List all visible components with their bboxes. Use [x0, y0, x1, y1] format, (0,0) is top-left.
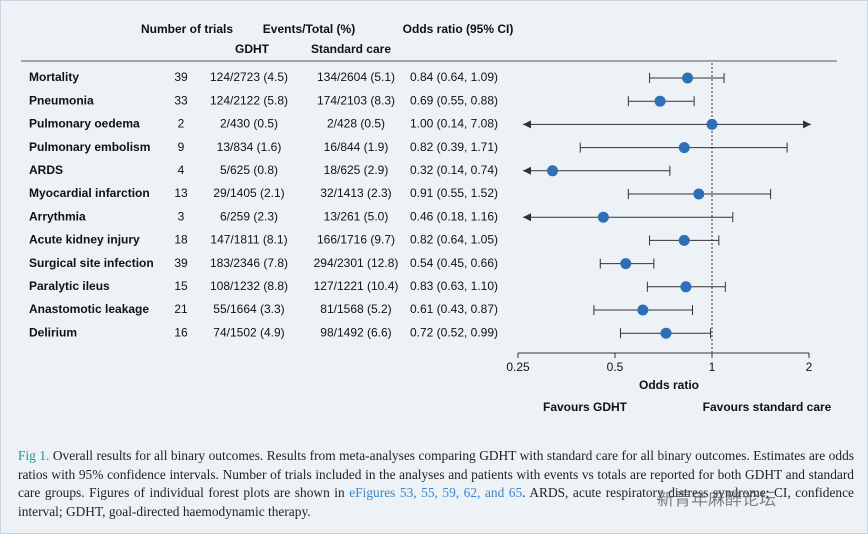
- row-label: Arrythmia: [29, 209, 86, 223]
- row-label: Delirium: [29, 325, 77, 339]
- x-tick-label: 0.5: [607, 360, 624, 374]
- gdht-events: 124/2122 (5.8): [210, 93, 288, 107]
- odds-ratio-label: 0.61 (0.43, 0.87): [410, 302, 498, 316]
- standard-care-events: 13/261 (5.0): [324, 209, 389, 223]
- point-estimate: [693, 188, 705, 200]
- point-estimate: [682, 72, 694, 84]
- trials: 21: [174, 302, 188, 316]
- standard-care-events: 2/428 (0.5): [327, 117, 385, 131]
- gdht-events: 55/1664 (3.3): [213, 302, 284, 316]
- group-header: Standard care: [311, 42, 391, 56]
- point-estimate: [660, 327, 672, 339]
- point-estimate: [706, 118, 718, 130]
- favours-right: Favours standard care: [703, 400, 832, 414]
- row-label: Pulmonary embolism: [29, 140, 150, 154]
- point-estimate: [678, 234, 690, 246]
- point-estimate: [678, 142, 690, 154]
- trials: 15: [174, 279, 188, 293]
- trials: 9: [178, 140, 185, 154]
- row-label: Paralytic ileus: [29, 279, 110, 293]
- trials: 4: [178, 163, 185, 177]
- column-header: Number of trials: [141, 22, 233, 36]
- trials: 2: [178, 117, 185, 131]
- standard-care-events: 32/1413 (2.3): [320, 186, 391, 200]
- odds-ratio-label: 0.69 (0.55, 0.88): [410, 93, 498, 107]
- row-label: Myocardial infarction: [29, 186, 150, 200]
- odds-ratio-label: 1.00 (0.14, 7.08): [410, 117, 498, 131]
- trials: 13: [174, 186, 188, 200]
- odds-ratio-label: 0.83 (0.63, 1.10): [410, 279, 498, 293]
- favours-left: Favours GDHT: [543, 400, 628, 414]
- trials: 18: [174, 233, 188, 247]
- odds-ratio-label: 0.46 (0.18, 1.16): [410, 209, 498, 223]
- caption-text: . ARDS, acute respiratory distress syndr…: [18, 485, 854, 519]
- column-header: Events/Total (%): [263, 22, 355, 36]
- standard-care-events: 16/844 (1.9): [324, 140, 389, 154]
- x-tick-label: 0.25: [506, 360, 530, 374]
- x-axis-label: Odds ratio: [639, 378, 699, 392]
- ci-arrow: [523, 213, 531, 222]
- trials: 3: [178, 209, 185, 223]
- point-estimate: [597, 211, 609, 223]
- row-label: Mortality: [29, 70, 79, 84]
- standard-care-events: 81/1568 (5.2): [320, 302, 391, 316]
- gdht-events: 74/1502 (4.9): [213, 325, 284, 339]
- caption-label: Fig 1.: [18, 448, 50, 463]
- ci-arrow: [523, 120, 531, 129]
- odds-ratio-label: 0.91 (0.55, 1.52): [410, 186, 498, 200]
- point-estimate: [547, 165, 559, 177]
- standard-care-events: 98/1492 (6.6): [320, 325, 391, 339]
- point-estimate: [637, 304, 649, 316]
- row-label: Anastomotic leakage: [29, 302, 149, 316]
- row-label: Pneumonia: [29, 93, 94, 107]
- row-label: Pulmonary oedema: [29, 117, 140, 131]
- caption-text: Overall results for all binary outcomes.…: [18, 448, 854, 501]
- odds-ratio-label: 0.82 (0.39, 1.71): [410, 140, 498, 154]
- point-estimate: [654, 95, 666, 107]
- x-tick-label: 2: [806, 360, 813, 374]
- trials: 39: [174, 256, 188, 270]
- standard-care-events: 127/1221 (10.4): [314, 279, 399, 293]
- odds-ratio-label: 0.72 (0.52, 0.99): [410, 325, 498, 339]
- odds-ratio-label: 0.54 (0.45, 0.66): [410, 256, 498, 270]
- odds-ratio-label: 0.84 (0.64, 1.09): [410, 70, 498, 84]
- x-tick-label: 1: [709, 360, 716, 374]
- point-estimate: [620, 258, 632, 270]
- standard-care-events: 294/2301 (12.8): [314, 256, 399, 270]
- trials: 39: [174, 70, 188, 84]
- trials: 16: [174, 325, 188, 339]
- gdht-events: 108/1232 (8.8): [210, 279, 288, 293]
- ci-arrow: [803, 120, 811, 129]
- standard-care-events: 18/625 (2.9): [324, 163, 389, 177]
- gdht-events: 29/1405 (2.1): [213, 186, 284, 200]
- caption: Fig 1. Overall results for all binary ou…: [18, 447, 854, 521]
- row-label: Acute kidney injury: [29, 233, 140, 247]
- gdht-events: 183/2346 (7.8): [210, 256, 288, 270]
- point-estimate: [680, 281, 692, 293]
- column-header: Odds ratio (95% CI): [403, 22, 514, 36]
- odds-ratio-label: 0.82 (0.64, 1.05): [410, 233, 498, 247]
- caption-link[interactable]: eFigures 53, 55, 59, 62, and 65: [349, 485, 523, 501]
- chart: Number of trials Events/Total (%) Odds r…: [21, 22, 837, 414]
- gdht-events: 6/259 (2.3): [220, 209, 278, 223]
- gdht-events: 13/834 (1.6): [217, 140, 282, 154]
- watermark: 新青年麻醉论坛: [657, 490, 776, 510]
- gdht-events: 5/625 (0.8): [220, 163, 278, 177]
- odds-ratio-label: 0.32 (0.14, 0.74): [410, 163, 498, 177]
- gdht-events: 124/2723 (4.5): [210, 70, 288, 84]
- row-label: Surgical site infection: [29, 256, 154, 270]
- ci-arrow: [523, 166, 531, 175]
- trials: 33: [174, 93, 188, 107]
- group-header: GDHT: [235, 42, 270, 56]
- gdht-events: 147/1811 (8.1): [210, 233, 287, 247]
- standard-care-events: 166/1716 (9.7): [317, 233, 395, 247]
- standard-care-events: 134/2604 (5.1): [317, 70, 395, 84]
- gdht-events: 2/430 (0.5): [220, 117, 278, 131]
- standard-care-events: 174/2103 (8.3): [317, 93, 395, 107]
- row-label: ARDS: [29, 163, 63, 177]
